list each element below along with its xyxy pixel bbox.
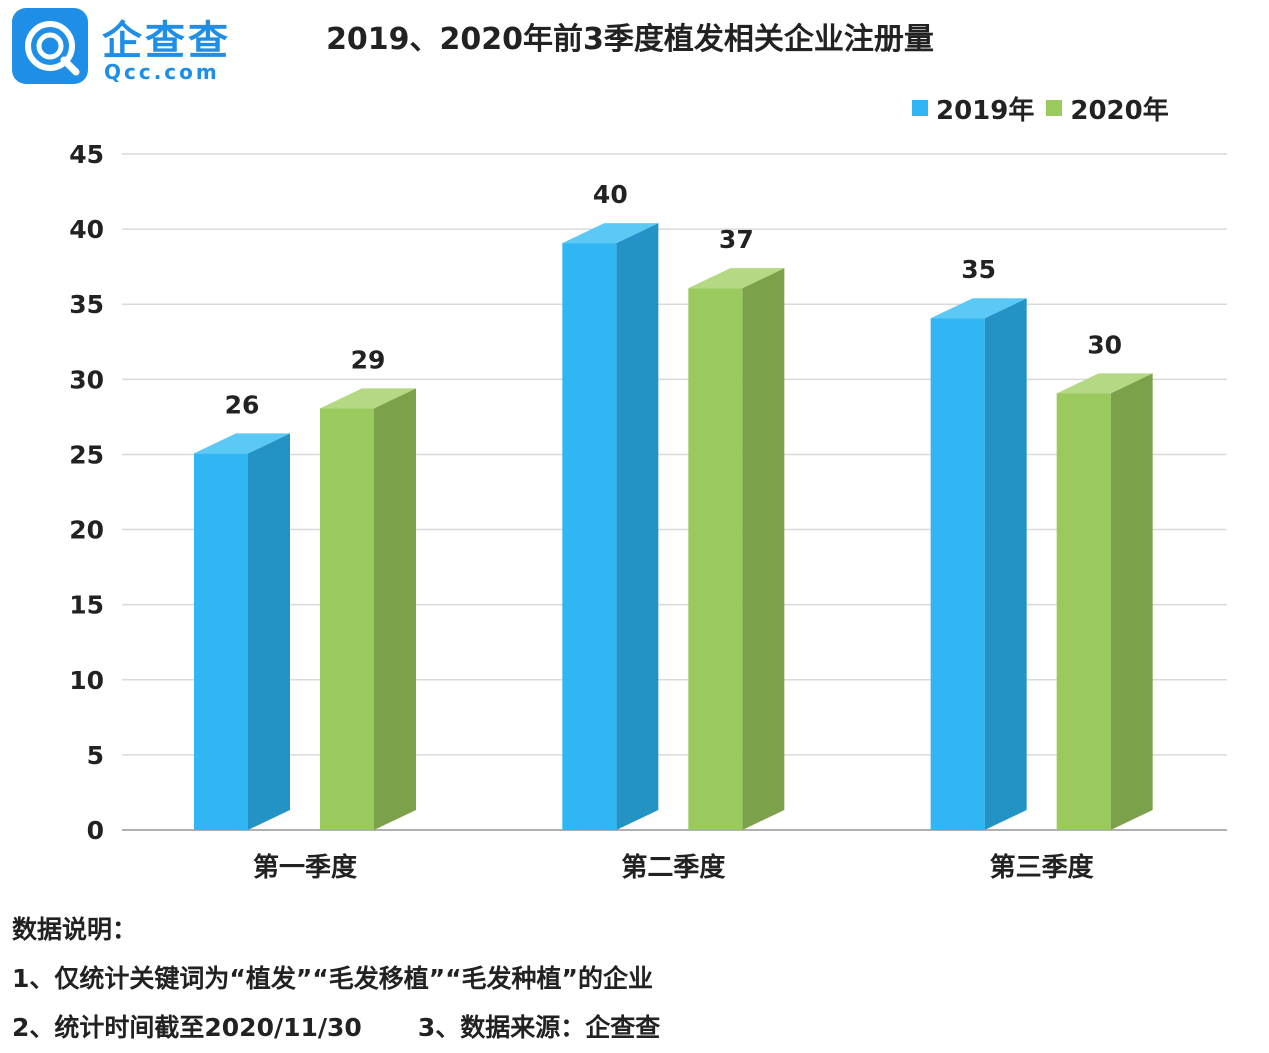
legend-swatch-2020 bbox=[1046, 100, 1063, 116]
y-tick-label: 45 bbox=[69, 140, 104, 169]
legend-item-2020: 2020年 bbox=[1046, 90, 1169, 127]
logo-name: 企查查 bbox=[102, 18, 231, 64]
bar bbox=[194, 453, 248, 830]
y-tick-label: 40 bbox=[69, 215, 104, 244]
data-label: 35 bbox=[961, 255, 996, 284]
bar-top bbox=[320, 388, 416, 409]
y-tick-label: 30 bbox=[69, 365, 104, 394]
y-tick-label: 0 bbox=[87, 816, 104, 845]
legend-swatch-2019 bbox=[912, 100, 928, 116]
x-tick-label: 第一季度 bbox=[253, 852, 357, 883]
legend-label-2020: 2020年 bbox=[1070, 95, 1169, 126]
notes-line-2: 2、统计时间截至2020/11/30 3、数据来源：企查查 bbox=[12, 1003, 660, 1052]
data-label: 26 bbox=[225, 390, 260, 419]
legend-item-2019: 2019年 bbox=[912, 90, 1034, 127]
data-label: 30 bbox=[1087, 330, 1122, 359]
legend-label-2019: 2019年 bbox=[936, 95, 1035, 126]
bar bbox=[562, 243, 617, 831]
data-label: 37 bbox=[719, 225, 754, 254]
notes-line-1: 1、仅统计关键词为“植发”“毛发移植”“毛发种植”的企业 bbox=[12, 964, 653, 993]
y-tick-label: 25 bbox=[69, 440, 104, 469]
data-notes: 数据说明： 1、仅统计关键词为“植发”“毛发移植”“毛发种植”的企业 2、统计时… bbox=[12, 905, 660, 1052]
bar-side bbox=[616, 223, 659, 831]
x-tick-label: 第三季度 bbox=[990, 852, 1094, 883]
chart-title: 2019、2020年前3季度植发相关企业注册量 bbox=[326, 22, 934, 57]
bar-chart: 0 5 10 15 20 25 30 35 40 45 26 29 第一季度 40 37 第二季度 35 30 第三… bbox=[69, 140, 1227, 883]
bar-side bbox=[742, 268, 785, 831]
bar bbox=[930, 318, 985, 830]
bar-top bbox=[562, 223, 659, 244]
chart-legend: 2019年 2020年 bbox=[912, 90, 1169, 126]
logo-badge-icon bbox=[12, 8, 88, 84]
y-tick-label: 35 bbox=[69, 290, 104, 319]
data-label: 29 bbox=[351, 345, 386, 374]
bar bbox=[320, 408, 374, 830]
logo-domain: Qcc.com bbox=[104, 60, 220, 84]
bar-side bbox=[374, 388, 416, 830]
bar-top bbox=[688, 268, 785, 289]
notes-line-2-source: 3、数据来源：企查查 bbox=[417, 1013, 661, 1042]
x-tick-label: 第二季度 bbox=[621, 852, 725, 883]
notes-line-2-date: 2、统计时间截至2020/11/30 bbox=[12, 1013, 362, 1042]
bar bbox=[1056, 393, 1111, 830]
data-label: 40 bbox=[593, 180, 628, 209]
bar-top bbox=[194, 433, 290, 454]
y-tick-label: 20 bbox=[69, 516, 104, 545]
y-tick-label: 15 bbox=[69, 591, 104, 620]
notes-heading: 数据说明： bbox=[12, 915, 138, 944]
qcc-logo: 企查查 Qcc.com bbox=[12, 8, 242, 84]
y-tick-label: 5 bbox=[87, 741, 104, 770]
bar-top bbox=[1056, 373, 1153, 394]
bar-side bbox=[984, 298, 1027, 830]
bar-side bbox=[248, 433, 290, 830]
bar bbox=[688, 288, 743, 831]
bar-top bbox=[930, 298, 1027, 319]
y-tick-label: 10 bbox=[69, 666, 104, 695]
bar-side bbox=[1110, 373, 1153, 830]
